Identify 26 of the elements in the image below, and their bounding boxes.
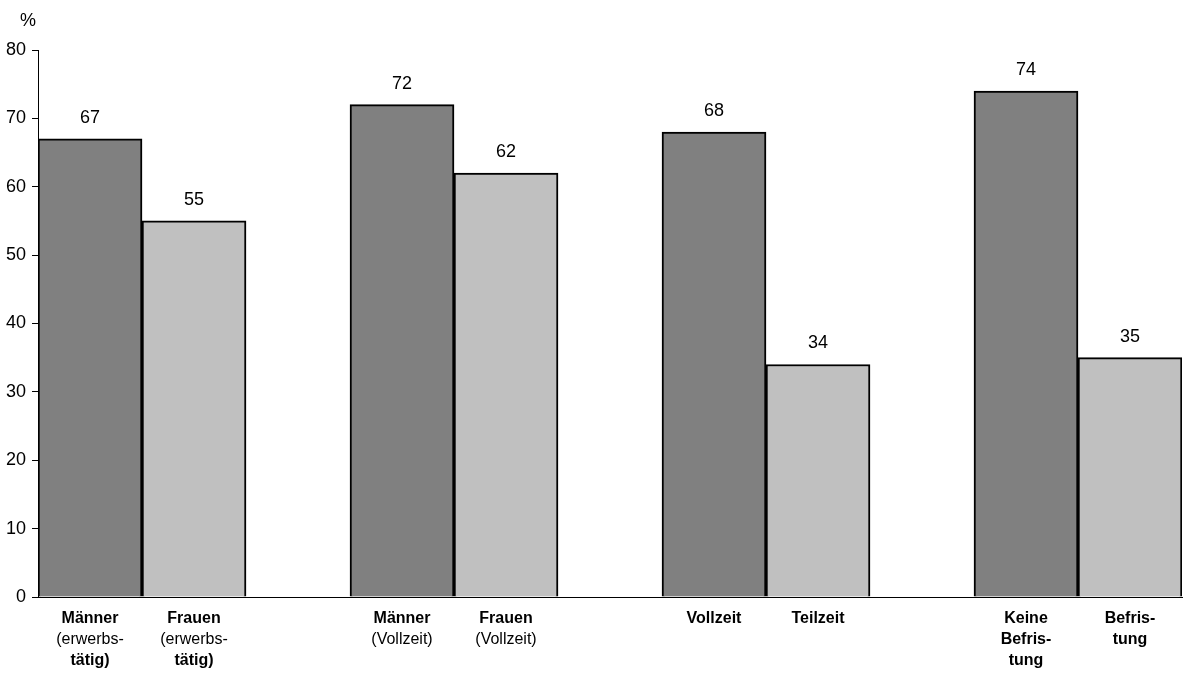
- x-tick-label: Männer (Vollzeit): [371, 609, 433, 648]
- data-label: 62: [496, 141, 517, 162]
- y-tick-label: 30: [5, 380, 27, 401]
- y-tick-label: 10: [5, 517, 27, 538]
- x-tick-label: Frauen (Vollzeit): [475, 609, 537, 648]
- data-label: 68: [703, 100, 725, 121]
- y-tick-label: 60: [5, 175, 27, 196]
- x-tick-label: Befris- tung: [1104, 609, 1156, 648]
- y-tick-label: 40: [5, 312, 27, 333]
- x-tick-label: Teilzeit: [791, 609, 846, 627]
- data-label: 34: [807, 332, 829, 353]
- y-axis-title: %: [20, 9, 37, 30]
- data-label: 72: [392, 72, 413, 93]
- y-tick-label: 50: [5, 244, 27, 265]
- data-label: 67: [80, 106, 101, 127]
- x-tick-label: Frauen (erwerbs- tätig): [160, 609, 228, 669]
- x-tick-label: Keine Befris- tung: [1000, 609, 1052, 669]
- y-tick-label: 20: [5, 449, 27, 470]
- y-tick-label: 0: [16, 585, 27, 606]
- y-tick-label: 70: [5, 107, 27, 128]
- x-tick-label: Vollzeit: [686, 609, 743, 627]
- data-label: 35: [1119, 325, 1141, 346]
- data-label: 55: [184, 188, 205, 209]
- x-tick-label: Männer (erwerbs- tätig): [56, 609, 124, 669]
- y-tick-label: 80: [5, 38, 27, 59]
- data-label: 74: [1015, 58, 1037, 79]
